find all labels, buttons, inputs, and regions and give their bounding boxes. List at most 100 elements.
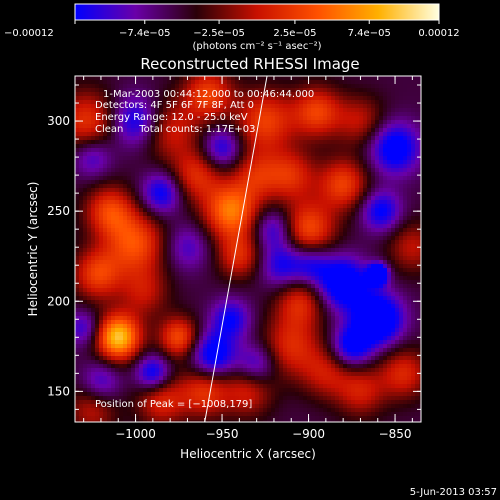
heatmap-cell — [107, 292, 112, 297]
heatmap-cell — [215, 172, 220, 177]
heatmap-cell — [211, 292, 216, 297]
heatmap-cell — [347, 176, 352, 181]
heatmap-cell — [207, 180, 212, 185]
heatmap-cell — [299, 128, 304, 133]
heatmap-cell — [307, 116, 312, 121]
heatmap-cell — [391, 156, 396, 161]
heatmap-cell — [251, 156, 256, 161]
heatmap-cell — [415, 176, 420, 181]
heatmap-cell — [123, 220, 128, 225]
heatmap-cell — [87, 184, 92, 189]
heatmap-cell — [195, 76, 200, 81]
heatmap-cell — [351, 164, 356, 169]
heatmap-cell — [331, 292, 336, 297]
heatmap-cell — [75, 248, 80, 253]
heatmap-cell — [219, 268, 224, 273]
heatmap-cell — [147, 84, 152, 89]
heatmap-cell — [87, 280, 92, 285]
heatmap-cell — [175, 80, 180, 85]
heatmap-cell — [235, 296, 240, 301]
heatmap-cell — [415, 300, 420, 305]
heatmap-cell — [123, 264, 128, 269]
heatmap-cell — [287, 224, 292, 229]
heatmap-cell — [299, 112, 304, 117]
heatmap-cell — [295, 256, 300, 261]
heatmap-cell — [199, 300, 204, 305]
heatmap-cell — [147, 128, 152, 133]
heatmap-cell — [115, 240, 120, 245]
heatmap-cell — [367, 136, 372, 141]
heatmap-cell — [143, 132, 148, 137]
heatmap-cell — [291, 292, 296, 297]
heatmap-cell — [155, 204, 160, 209]
heatmap-cell — [259, 256, 264, 261]
heatmap-cell — [151, 168, 156, 173]
heatmap-cell — [103, 256, 108, 261]
heatmap-cell — [83, 212, 88, 217]
heatmap-cell — [91, 216, 96, 221]
heatmap-cell — [115, 124, 120, 129]
heatmap-cell — [179, 284, 184, 289]
heatmap-cell — [155, 84, 160, 89]
heatmap-cell — [407, 272, 412, 277]
heatmap-cell — [155, 292, 160, 297]
heatmap-cell — [107, 252, 112, 257]
heatmap-cell — [371, 248, 376, 253]
heatmap-cell — [235, 220, 240, 225]
heatmap-cell — [343, 284, 348, 289]
heatmap-cell — [299, 252, 304, 257]
heatmap-cell — [99, 232, 104, 237]
heatmap-cell — [115, 280, 120, 285]
heatmap-cell — [283, 260, 288, 265]
heatmap-cell — [379, 240, 384, 245]
heatmap-cell — [295, 196, 300, 201]
heatmap-cell — [287, 116, 292, 121]
heatmap-cell — [119, 136, 124, 141]
heatmap-cell — [91, 280, 96, 285]
heatmap-cell — [259, 212, 264, 217]
heatmap-cell — [203, 244, 208, 249]
heatmap-cell — [407, 84, 412, 89]
heatmap-cell — [163, 96, 168, 101]
heatmap-cell — [271, 84, 276, 89]
heatmap-cell — [383, 108, 388, 113]
heatmap-cell — [115, 172, 120, 177]
heatmap-cell — [363, 268, 368, 273]
heatmap-cell — [79, 132, 84, 137]
heatmap-cell — [103, 124, 108, 129]
heatmap-cell — [303, 164, 308, 169]
heatmap-cell — [119, 264, 124, 269]
heatmap-cell — [243, 244, 248, 249]
heatmap-cell — [119, 88, 124, 93]
heatmap-cell — [303, 144, 308, 149]
heatmap-cell — [115, 132, 120, 137]
heatmap-cell — [359, 248, 364, 253]
heatmap-cell — [203, 132, 208, 137]
heatmap-cell — [415, 112, 420, 117]
heatmap-cell — [147, 108, 152, 113]
heatmap-cell — [95, 156, 100, 161]
heatmap-cell — [295, 128, 300, 133]
heatmap-cell — [375, 96, 380, 101]
heatmap-cell — [155, 156, 160, 161]
heatmap-cell — [171, 128, 176, 133]
heatmap-cell — [155, 208, 160, 213]
heatmap-cell — [247, 276, 252, 281]
heatmap-cell — [127, 76, 132, 81]
heatmap-cell — [183, 136, 188, 141]
heatmap-cell — [315, 256, 320, 261]
heatmap-cell — [407, 196, 412, 201]
heatmap-cell — [95, 288, 100, 293]
heatmap-cell — [291, 252, 296, 257]
heatmap-cell — [199, 128, 204, 133]
heatmap-cell — [355, 256, 360, 261]
heatmap-cell — [199, 84, 204, 89]
heatmap-cell — [223, 260, 228, 265]
heatmap-cell — [91, 264, 96, 269]
heatmap-cell — [303, 184, 308, 189]
heatmap-cell — [279, 284, 284, 289]
heatmap-cell — [311, 120, 316, 125]
heatmap-cell — [83, 148, 88, 153]
heatmap-cell — [315, 252, 320, 257]
heatmap-cell — [239, 184, 244, 189]
